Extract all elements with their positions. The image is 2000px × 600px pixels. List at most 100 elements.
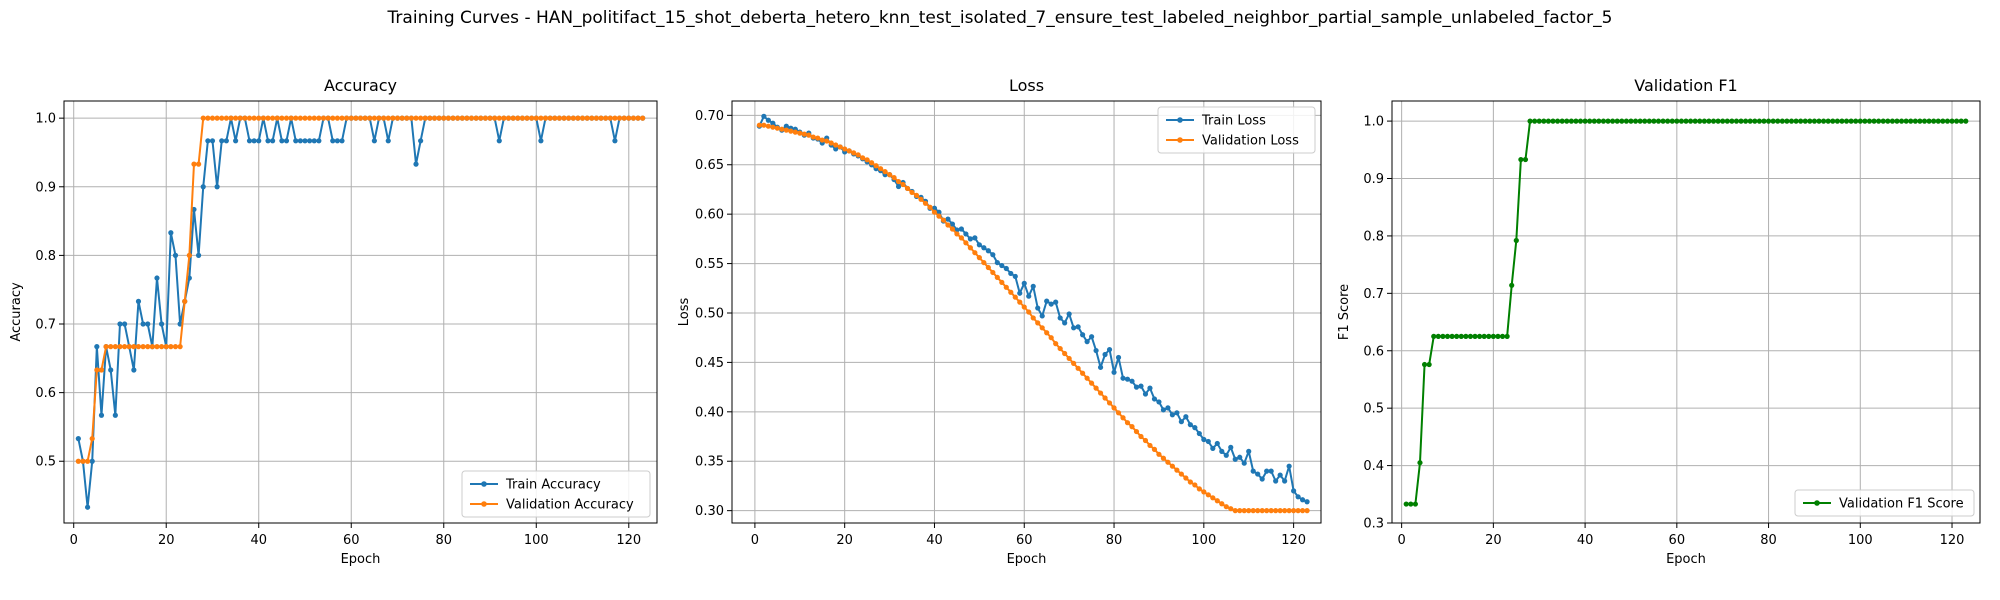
data-point (94, 367, 100, 373)
data-point (815, 135, 821, 141)
data-point (353, 115, 359, 121)
data-point (904, 185, 911, 192)
y-tick-label: 0.6 (1363, 344, 1384, 359)
data-point (1435, 333, 1441, 339)
data-point (112, 412, 118, 418)
data-point (1756, 118, 1762, 124)
data-point (1075, 324, 1081, 330)
series-validation-f1-score (1403, 118, 1969, 507)
data-point (976, 255, 982, 261)
y-tick-label: 0.65 (695, 158, 724, 173)
data-point (1417, 460, 1423, 466)
data-point (542, 115, 549, 121)
data-point (1115, 354, 1122, 361)
data-point (1807, 118, 1813, 124)
data-point (445, 115, 451, 121)
data-point (1710, 118, 1717, 124)
data-point (640, 115, 646, 121)
data-point (501, 115, 507, 121)
data-point (1196, 430, 1202, 437)
series-line (77, 117, 643, 509)
data-point (302, 138, 308, 144)
data-point (837, 144, 843, 150)
data-point (900, 181, 906, 188)
data-point (1935, 118, 1941, 124)
data-point (851, 150, 857, 156)
data-point (936, 213, 942, 219)
data-point (913, 192, 920, 198)
data-point (1187, 422, 1193, 428)
data-point (621, 115, 627, 121)
data-point (1219, 448, 1225, 454)
data-point (1160, 455, 1167, 461)
chart-panel-3: 0 20 40 60 80 100 120 0.3 0.4 0.5 0.6 0.7 0.8 0.9 1.0 V… (1337, 76, 1981, 567)
data-point (297, 138, 303, 144)
data-point (1048, 335, 1054, 341)
data-point (529, 115, 535, 121)
data-point (1277, 472, 1283, 478)
data-point (427, 115, 433, 121)
data-point (1214, 440, 1220, 447)
data-point (1062, 350, 1068, 357)
legend-entry-label: Validation F1 Score (1839, 497, 1964, 512)
data-point (159, 321, 165, 327)
data-point (1848, 118, 1854, 124)
data-point (765, 117, 771, 123)
chart-title: Loss (1009, 76, 1044, 95)
data-point (390, 115, 396, 121)
data-point (985, 248, 991, 254)
data-point (990, 252, 996, 258)
data-point (1255, 508, 1261, 514)
chart-panel-1: 0 20 40 60 80 100 120 0.5 0.6 0.7 0.8 0.9 1.0 Accurac… (9, 76, 658, 567)
data-point (168, 344, 174, 350)
data-point (1124, 420, 1131, 426)
data-point (1940, 118, 1946, 124)
data-point (1183, 414, 1189, 420)
data-point (98, 412, 105, 418)
data-point (1201, 489, 1207, 495)
data-point (1830, 118, 1836, 124)
data-point (538, 138, 544, 144)
data-point (1021, 304, 1027, 310)
y-tick-label: 0.55 (695, 257, 724, 272)
data-point (1706, 118, 1712, 124)
y-tick-label: 0.60 (695, 208, 724, 223)
x-tick-label: 80 (1760, 533, 1777, 548)
data-point (873, 163, 879, 169)
data-point (1509, 282, 1515, 288)
data-point (1210, 445, 1216, 451)
data-point (1304, 508, 1310, 514)
data-point (1044, 298, 1050, 304)
y-tick-label: 0.30 (695, 504, 724, 519)
data-point (1532, 118, 1538, 124)
data-point (1187, 479, 1193, 485)
data-point (1156, 399, 1162, 405)
data-point (1075, 365, 1081, 371)
data-point (385, 138, 391, 144)
data-point (1587, 118, 1593, 124)
y-tick-label: 0.35 (695, 455, 724, 470)
data-point (967, 236, 973, 242)
data-point (994, 259, 1000, 266)
figure-title: Training Curves - HAN_politifact_15_shot… (387, 8, 1613, 28)
data-point (89, 458, 95, 464)
data-point (1097, 364, 1104, 370)
data-point (1259, 476, 1265, 482)
data-point (1752, 118, 1758, 124)
data-point (999, 262, 1005, 269)
data-point (524, 115, 530, 121)
data-point (1304, 499, 1310, 505)
data-point (931, 209, 938, 215)
data-point (1834, 118, 1840, 124)
data-point (797, 130, 803, 136)
data-point (864, 157, 870, 163)
data-point (1798, 118, 1804, 124)
data-point (1071, 325, 1077, 331)
data-point (1192, 482, 1198, 488)
axes-frame (1391, 100, 1981, 524)
data-point (1600, 118, 1607, 124)
data-point (1223, 504, 1229, 510)
data-point (270, 138, 276, 144)
data-point (1178, 471, 1184, 477)
